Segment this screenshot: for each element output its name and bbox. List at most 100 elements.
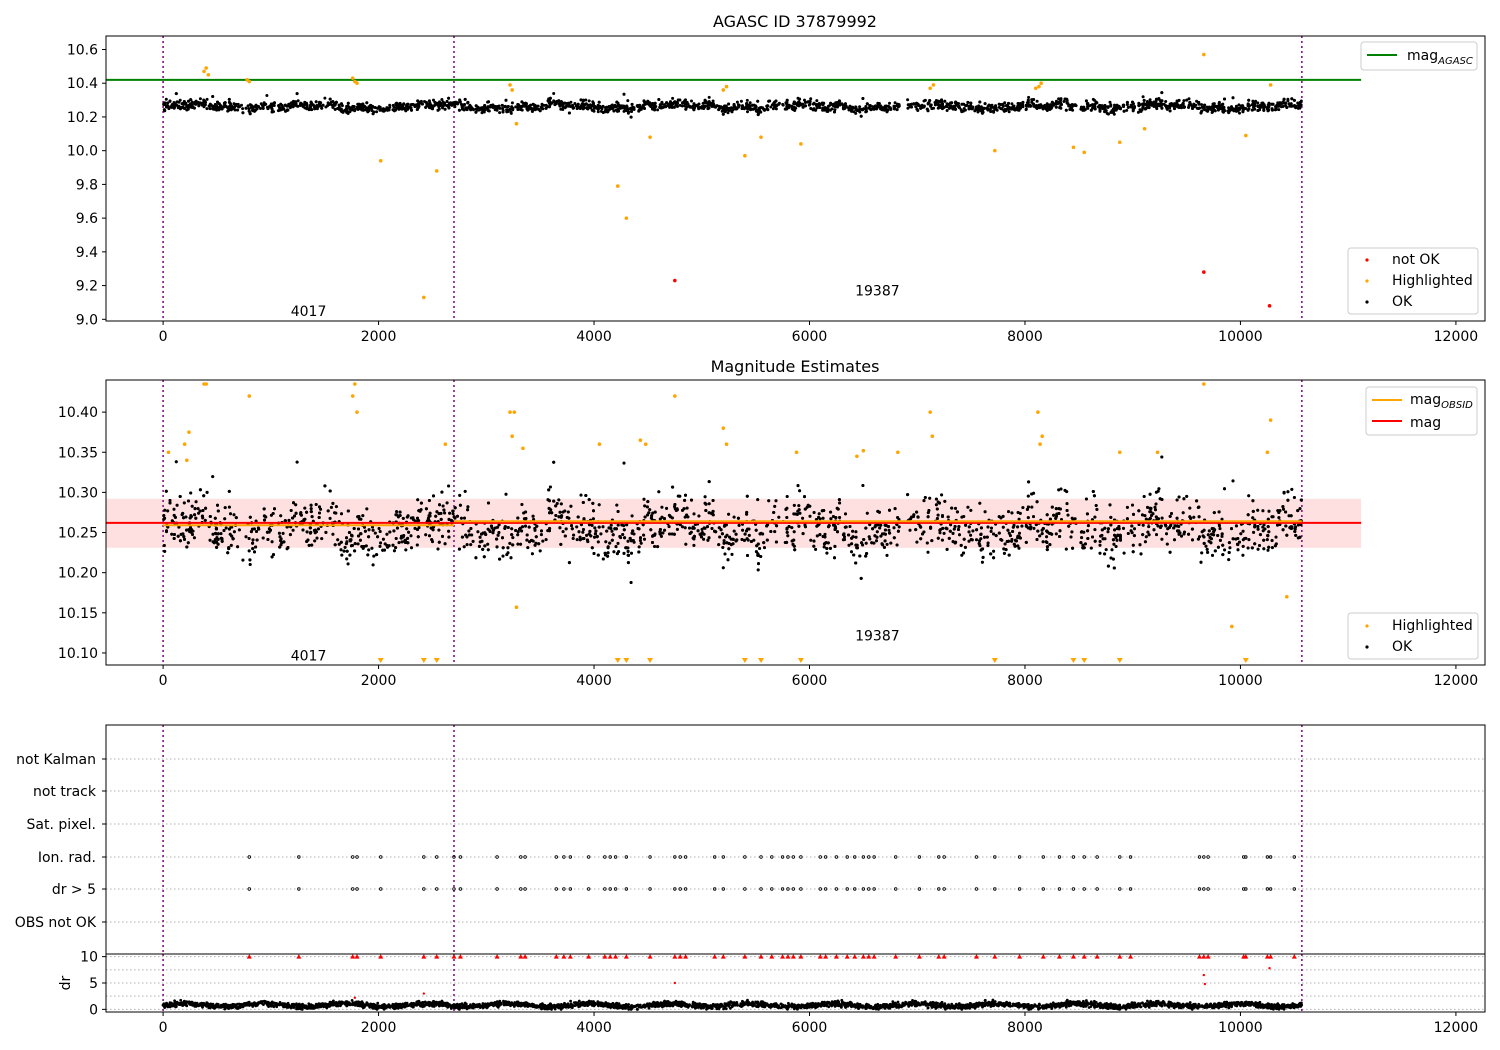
ok-point [599, 106, 603, 110]
ok-point [227, 105, 231, 109]
ok-point [997, 105, 1001, 109]
ok-point [197, 101, 201, 105]
ok-point [1200, 103, 1204, 107]
ok-point [346, 101, 350, 105]
ok-point [1267, 101, 1271, 105]
ok-point [1204, 108, 1208, 112]
ok-point [1278, 103, 1282, 107]
ok-point [483, 104, 487, 107]
ok-point [1027, 95, 1031, 99]
ok-point [1113, 103, 1116, 107]
ok-point [526, 108, 530, 112]
ok-point [656, 108, 660, 112]
ok-point [505, 110, 509, 114]
ok-point [309, 101, 313, 105]
ok-point [357, 103, 361, 107]
panel1-title: AGASC ID 37879992 [713, 12, 877, 31]
ok-point [432, 98, 435, 102]
ok-point [1282, 97, 1286, 101]
ok-point [724, 106, 728, 110]
ok-point [838, 100, 842, 103]
ok-point [1213, 109, 1217, 113]
ok-point [702, 107, 706, 110]
ok-point [1079, 105, 1083, 109]
ok-point [170, 105, 174, 109]
ok-point [1100, 106, 1104, 110]
ok-point [1170, 102, 1173, 106]
ok-point [1237, 103, 1241, 107]
ok-point [981, 109, 985, 113]
ok-point [261, 106, 265, 110]
ok-point [308, 104, 312, 107]
ok-point [1058, 101, 1062, 104]
ok-point [1119, 107, 1122, 111]
ok-point [591, 100, 595, 104]
ok-point [185, 105, 189, 109]
ok-point [163, 109, 167, 113]
ok-point [711, 99, 715, 103]
ok-point [754, 109, 758, 113]
ok-point [683, 99, 687, 103]
ok-point [584, 98, 588, 102]
highlighted-point [202, 69, 206, 74]
ok-point [167, 107, 171, 111]
ok-point [465, 108, 469, 112]
ok-point [451, 102, 455, 105]
ok-point [741, 105, 745, 109]
ok-point [487, 100, 490, 104]
ok-point [938, 105, 942, 109]
ok-point [1192, 102, 1196, 106]
ok-point [864, 107, 868, 111]
highlighted-point [355, 81, 359, 86]
ok-point [401, 103, 405, 107]
ok-point [1227, 111, 1231, 115]
ok-point [1196, 101, 1200, 104]
ok-point [897, 103, 901, 107]
ok-point [1103, 107, 1107, 111]
ok-point [267, 105, 271, 109]
highlighted-point [799, 142, 803, 146]
ok-point [966, 100, 970, 104]
x-tick-label: 12000 [1434, 673, 1479, 689]
ok-point [754, 105, 758, 109]
ok-point [509, 110, 513, 114]
ok-point [745, 98, 749, 102]
ok-point [663, 103, 666, 107]
ok-point [541, 107, 545, 111]
ok-point [1292, 98, 1296, 102]
ok-point [997, 102, 1001, 106]
ok-point [746, 110, 749, 114]
ok-point [554, 102, 558, 106]
ok-point [168, 99, 172, 103]
ok-point [748, 101, 752, 105]
highlighted-point [1244, 133, 1248, 138]
ok-point [797, 101, 801, 105]
ok-point [992, 109, 996, 113]
ok-point [223, 103, 227, 107]
ok-point [164, 97, 168, 101]
ok-point [615, 100, 619, 104]
ok-point [1198, 106, 1201, 110]
ok-point [895, 108, 899, 112]
ok-point [394, 102, 398, 106]
ok-point [1141, 95, 1145, 99]
ok-point [378, 105, 382, 109]
ok-point [1250, 108, 1254, 112]
ok-point [1143, 102, 1147, 106]
x-tick-label: 0 [159, 673, 168, 689]
highlighted-point [759, 135, 763, 139]
y-tick-label: 10.25 [58, 526, 98, 542]
ok-point [375, 110, 379, 114]
ok-point [436, 103, 440, 107]
ok-point [345, 107, 349, 111]
ok-point [850, 108, 854, 112]
obsid-label: 4017 [291, 304, 327, 320]
ok-point [234, 102, 238, 106]
ok-point [630, 110, 633, 113]
ok-point [815, 99, 819, 103]
ok-point [213, 103, 217, 106]
ok-point [458, 98, 462, 102]
highlighted-point [624, 216, 629, 220]
y-tick-label: 9.6 [76, 211, 98, 227]
ok-point [681, 101, 684, 105]
